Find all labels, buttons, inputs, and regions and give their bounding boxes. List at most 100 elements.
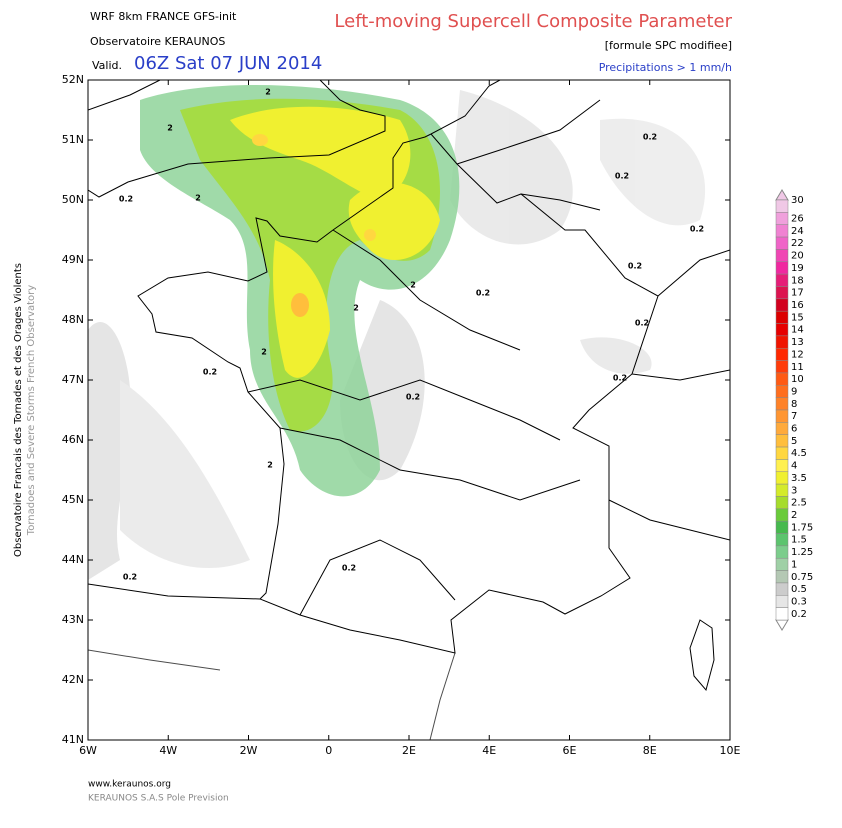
contour-label: 0.2 <box>203 368 217 377</box>
lon-label: 0 <box>325 744 332 757</box>
contour-label: 2 <box>195 194 201 203</box>
contour-label: 0.2 <box>119 195 133 204</box>
colorbar-swatch <box>775 224 789 238</box>
colorbar-label: 6 <box>791 424 797 435</box>
lon-label: 2E <box>402 744 416 757</box>
colorbar-label: 1.75 <box>791 522 813 533</box>
colorbar-label: 12 <box>791 349 804 360</box>
colorbar-label: 19 <box>791 263 804 274</box>
colorbar-swatch <box>775 347 789 361</box>
lat-label: 52N <box>62 73 84 86</box>
colorbar-label: 1 <box>791 559 797 570</box>
colorbar-swatch <box>775 199 789 213</box>
colorbar-label: 14 <box>791 325 804 336</box>
lon-label: 10E <box>720 744 741 757</box>
lat-label: 42N <box>62 673 84 686</box>
contour-label: 0.2 <box>628 262 642 271</box>
lat-label: 44N <box>62 553 84 566</box>
colorbar-label: 4 <box>791 461 797 472</box>
model-label: WRF 8km FRANCE GFS-init <box>90 10 237 23</box>
colorbar-swatch <box>775 273 789 287</box>
colorbar-label: 3 <box>791 485 797 496</box>
colorbar-label: 2.5 <box>791 498 807 509</box>
colorbar-label: 22 <box>791 238 804 249</box>
colorbar-swatch <box>775 212 789 225</box>
colorbar-label: 0.5 <box>791 584 807 595</box>
colorbar-label: 9 <box>791 386 797 397</box>
colorbar-label: 17 <box>791 288 804 299</box>
contour-label: 0.2 <box>690 225 704 234</box>
contour-label: 2 <box>410 281 416 290</box>
colorbar-swatch <box>775 310 789 324</box>
contour-label: 0.2 <box>342 564 356 573</box>
colorbar-swatch <box>775 508 789 522</box>
colorbar-swatch <box>775 545 789 559</box>
colorbar-swatch <box>775 557 789 571</box>
colorbar-swatch <box>775 385 789 398</box>
colorbar-swatch <box>775 434 789 448</box>
contour-label: 2 <box>267 461 273 470</box>
colorbar-swatch <box>775 459 789 473</box>
precip-field <box>140 85 460 497</box>
colorbar-swatch <box>775 397 789 411</box>
colorbar-label: 20 <box>791 251 804 262</box>
lat-label: 46N <box>62 433 84 446</box>
side-text-en: Tornadoes and Severe Storms French Obser… <box>26 285 37 536</box>
colorbar-label: 10 <box>791 374 804 385</box>
colorbar-swatch <box>775 595 789 608</box>
valid-time: 06Z Sat 07 JUN 2014 <box>134 53 322 74</box>
colorbar-label: 5 <box>791 436 797 447</box>
lat-label: 45N <box>62 493 84 506</box>
colorbar-label: 3.5 <box>791 473 807 484</box>
colorbar-swatch <box>775 533 789 547</box>
contour-label: 0.2 <box>613 374 627 383</box>
org-label: Observatoire KERAUNOS <box>90 35 225 48</box>
lon-label: 4E <box>482 744 496 757</box>
contour-label: 2 <box>265 88 271 97</box>
colorbar-swatch <box>775 360 789 374</box>
lon-label: 8E <box>643 744 657 757</box>
contour-label: 0.2 <box>123 573 137 582</box>
valid-label: Valid. <box>92 59 122 72</box>
grey-field <box>88 90 706 580</box>
lon-label: 4W <box>159 744 177 757</box>
colorbar-label: 0.3 <box>791 596 807 607</box>
colorbar-swatch <box>775 607 789 621</box>
colorbar-swatch <box>775 372 789 386</box>
colorbar-swatch <box>775 570 789 584</box>
colorbar-label: 0.75 <box>791 572 813 583</box>
colorbar-swatch <box>775 286 789 300</box>
colorbar-label: 16 <box>791 300 804 311</box>
colorbar-swatch <box>775 483 789 497</box>
colorbar-label: 30 <box>791 195 804 206</box>
colorbar-swatch <box>775 298 789 312</box>
colorbar-label: 7 <box>791 411 797 422</box>
colorbar-swatch <box>775 323 789 337</box>
lat-label: 49N <box>62 253 84 266</box>
side-text-fr: Observatoire Francais des Tornades et de… <box>13 263 24 557</box>
colorbar-label: 26 <box>791 214 804 225</box>
coastlines <box>88 80 730 740</box>
lon-label: 6E <box>563 744 577 757</box>
colorbar-swatch <box>775 249 789 263</box>
colorbar-label: 8 <box>791 399 797 410</box>
map-note: Precipitations > 1 mm/h <box>599 61 732 74</box>
colorbar-label: 0.2 <box>791 609 807 620</box>
colorbar-label: 24 <box>791 226 804 237</box>
colorbar-swatch <box>775 335 789 349</box>
colorbar-swatch <box>775 471 789 485</box>
footer-company: KERAUNOS S.A.S Pole Prevision <box>88 794 229 804</box>
lat-label: 48N <box>62 313 84 326</box>
contour-label: 0.2 <box>615 172 629 181</box>
colorbar-swatch <box>775 261 789 275</box>
lat-label: 51N <box>62 133 84 146</box>
colorbar-label: 18 <box>791 275 804 286</box>
colorbar-swatch <box>775 236 789 250</box>
contour-label: 0.2 <box>643 133 657 142</box>
lat-label: 41N <box>62 733 84 746</box>
colorbar-swatch <box>775 582 789 596</box>
footer-url: www.keraunos.org <box>88 780 171 790</box>
contour-label: 2 <box>353 304 359 313</box>
lon-label: 2W <box>240 744 258 757</box>
